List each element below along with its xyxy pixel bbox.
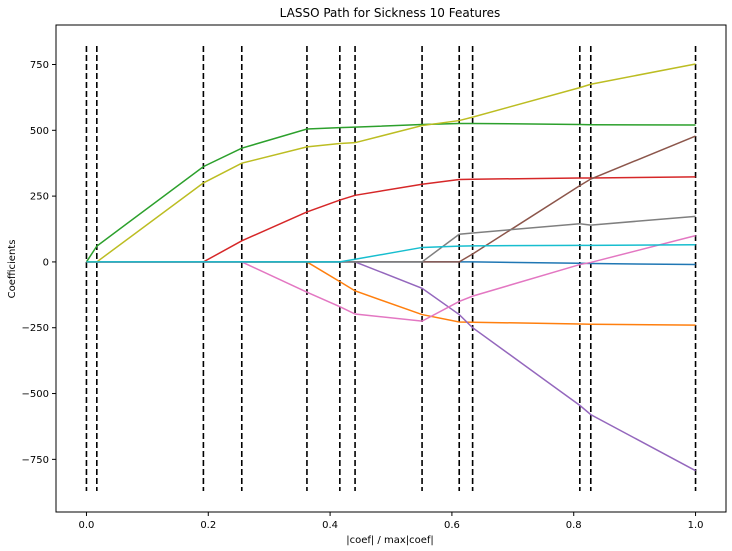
plot-area	[55, 24, 727, 513]
series-line-3	[86, 176, 696, 263]
knot-lines	[85, 46, 697, 491]
x-tick-label-3: 0.6	[444, 520, 460, 531]
series-line-9	[86, 244, 696, 263]
y-tick-label-1: 500	[30, 126, 49, 137]
series-line-7	[86, 215, 696, 263]
x-tick-label-5: 1.0	[688, 520, 704, 531]
y-axis-ticks: 750 500 250 0 −250 −500 −750	[22, 60, 56, 466]
x-tick-label-0: 0.0	[79, 520, 95, 531]
x-tick-label-1: 0.2	[200, 520, 216, 531]
x-tick-label-2: 0.4	[322, 520, 338, 531]
y-tick-label-4: −250	[22, 323, 49, 334]
y-axis-label: Coefficients	[7, 240, 18, 299]
series-line-4	[86, 261, 696, 472]
y-tick-label-2: 250	[30, 192, 49, 203]
x-tick-label-4: 0.8	[566, 520, 582, 531]
series-line-8	[86, 63, 696, 263]
series-line-5	[86, 135, 696, 263]
series-line-1	[86, 261, 696, 326]
y-tick-label-6: −750	[22, 455, 49, 466]
series-line-2	[85, 122, 696, 263]
x-axis-ticks: 0.0 0.2 0.4 0.6 0.8 1.0	[79, 512, 704, 531]
y-tick-label-5: −500	[22, 389, 49, 400]
x-axis-label: |coef| / max|coef|	[346, 535, 434, 546]
plot-frame	[55, 24, 727, 513]
series-lines	[85, 63, 696, 472]
y-tick-label-3: 0	[43, 257, 49, 268]
y-tick-label-0: 750	[30, 60, 49, 71]
chart-title: LASSO Path for Sickness 10 Features	[280, 6, 501, 20]
series-line-6	[86, 234, 696, 322]
